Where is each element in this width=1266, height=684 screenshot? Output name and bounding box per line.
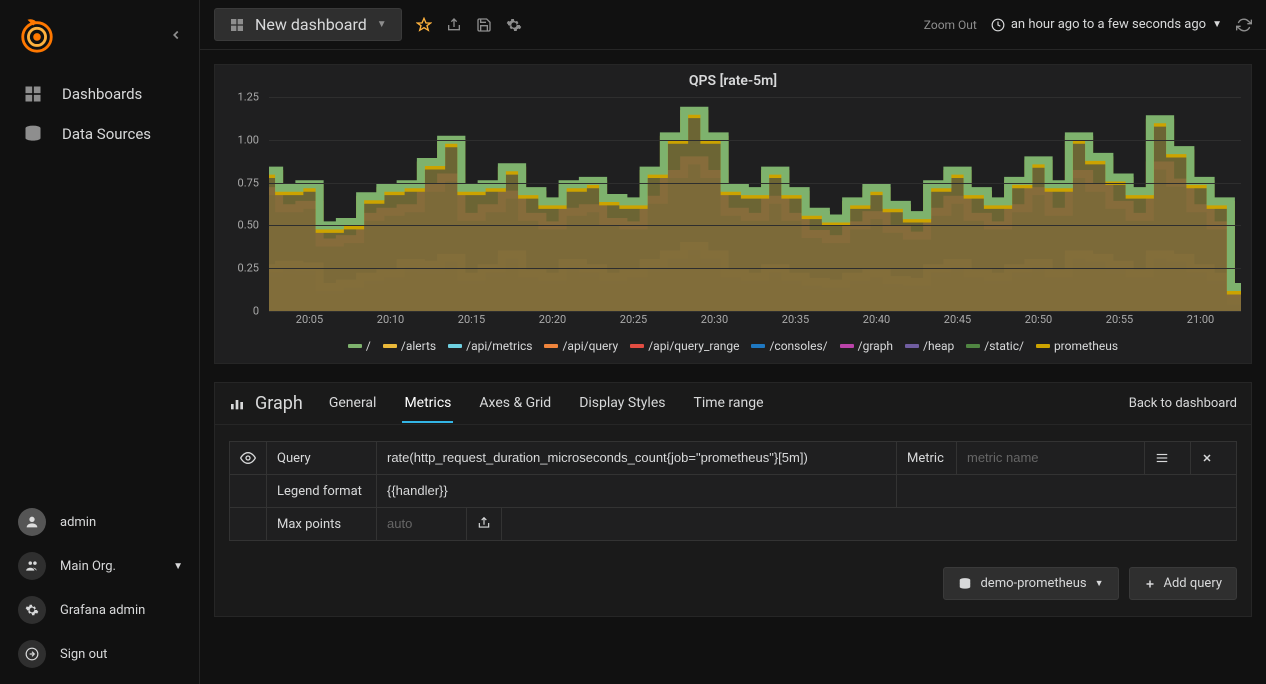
topbar: New dashboard ▼ Zoom Out an hour ago to … bbox=[200, 0, 1266, 50]
chart-panel: QPS [rate-5m] 00.250.500.751.001.25 20:0… bbox=[214, 64, 1252, 364]
legend-format-input[interactable] bbox=[387, 483, 886, 498]
chart-legend: / /alerts/api/metrics/api/query/api/query… bbox=[215, 333, 1251, 363]
grafana-logo-icon[interactable] bbox=[18, 16, 56, 54]
org-label: Main Org. bbox=[60, 559, 116, 574]
chart-y-axis: 00.250.500.751.001.25 bbox=[215, 93, 265, 311]
caret-down-icon: ▼ bbox=[377, 19, 387, 30]
legend-item[interactable]: /api/query bbox=[544, 339, 618, 353]
link-out-icon[interactable] bbox=[467, 508, 502, 540]
gear-icon bbox=[18, 596, 46, 624]
datasource-picker[interactable]: demo-prometheus ▼ bbox=[943, 567, 1118, 600]
user-label: admin bbox=[60, 515, 96, 530]
dashboard-picker[interactable]: New dashboard ▼ bbox=[214, 8, 402, 41]
legend-item[interactable]: /api/query_range bbox=[630, 339, 739, 353]
query-editor-table: Query Metric Legend format bbox=[229, 441, 1237, 541]
tab-display-styles[interactable]: Display Styles bbox=[577, 395, 667, 423]
delete-query-icon[interactable] bbox=[1191, 442, 1237, 475]
avatar-icon bbox=[18, 508, 46, 536]
caret-down-icon: ▼ bbox=[1212, 19, 1222, 30]
sidebar-label: Dashboards bbox=[62, 85, 142, 103]
sidebar-admin[interactable]: Grafana admin bbox=[0, 588, 199, 632]
tab-metrics[interactable]: Metrics bbox=[402, 395, 453, 423]
signout-label: Sign out bbox=[60, 647, 107, 662]
save-icon[interactable] bbox=[476, 17, 492, 33]
sidebar-signout[interactable]: Sign out bbox=[0, 632, 199, 676]
zoom-out-button[interactable]: Zoom Out bbox=[924, 18, 977, 32]
datasource-label: demo-prometheus bbox=[980, 576, 1086, 591]
admin-label: Grafana admin bbox=[60, 603, 145, 618]
sidebar-label: Data Sources bbox=[62, 125, 151, 143]
legend-item[interactable]: /api/metrics bbox=[448, 339, 532, 353]
collapse-sidebar-icon[interactable] bbox=[169, 28, 183, 42]
refresh-icon[interactable] bbox=[1236, 17, 1252, 33]
metric-input[interactable] bbox=[967, 450, 1134, 465]
time-label: an hour ago to a few seconds ago bbox=[1011, 17, 1206, 32]
dashboards-icon bbox=[22, 84, 44, 104]
back-to-dashboard-link[interactable]: Back to dashboard bbox=[1129, 396, 1237, 421]
sidebar-org[interactable]: Main Org. ▼ bbox=[0, 544, 199, 588]
org-icon bbox=[18, 552, 46, 580]
add-query-label: Add query bbox=[1164, 576, 1223, 591]
tab-time-range[interactable]: Time range bbox=[691, 395, 765, 423]
toggle-visibility-icon[interactable] bbox=[230, 442, 267, 475]
tab-axes-grid[interactable]: Axes & Grid bbox=[477, 395, 553, 423]
metric-label: Metric bbox=[897, 442, 957, 475]
signout-icon bbox=[18, 640, 46, 668]
sidebar-item-dashboards[interactable]: Dashboards bbox=[0, 74, 199, 114]
sidebar-item-datasources[interactable]: Data Sources bbox=[0, 114, 199, 154]
sidebar-user[interactable]: admin bbox=[0, 500, 199, 544]
caret-down-icon: ▼ bbox=[1095, 578, 1104, 589]
panel-type-label: Graph bbox=[229, 393, 303, 424]
settings-gear-icon[interactable] bbox=[506, 17, 522, 33]
query-label: Query bbox=[267, 442, 377, 475]
datasources-icon bbox=[22, 124, 44, 144]
tab-general[interactable]: General bbox=[327, 395, 379, 423]
add-query-button[interactable]: Add query bbox=[1129, 567, 1238, 600]
legend-item[interactable]: /alerts bbox=[383, 339, 436, 353]
dashboard-title: New dashboard bbox=[255, 15, 367, 34]
legend-item[interactable]: / bbox=[348, 339, 371, 353]
share-icon[interactable] bbox=[446, 17, 462, 33]
legend-item[interactable]: prometheus bbox=[1036, 339, 1118, 353]
query-input[interactable] bbox=[387, 450, 886, 465]
legend-item[interactable]: /static/ bbox=[966, 339, 1024, 353]
legend-item[interactable]: /consoles/ bbox=[751, 339, 827, 353]
caret-down-icon: ▼ bbox=[173, 561, 183, 572]
legend-item[interactable]: /graph bbox=[840, 339, 893, 353]
sidebar: Dashboards Data Sources admin Ma bbox=[0, 0, 200, 684]
time-range-picker[interactable]: an hour ago to a few seconds ago ▼ bbox=[991, 17, 1222, 32]
chart-title: QPS [rate-5m] bbox=[215, 65, 1251, 93]
maxpoints-input[interactable] bbox=[387, 516, 456, 531]
panel-editor: Graph General Metrics Axes & Grid Display S… bbox=[214, 382, 1252, 617]
star-icon[interactable] bbox=[416, 17, 432, 33]
legend-item[interactable]: /heap bbox=[905, 339, 954, 353]
legend-format-label: Legend format bbox=[267, 475, 377, 508]
maxpoints-label: Max points bbox=[267, 508, 377, 541]
chart-plot[interactable] bbox=[269, 97, 1241, 311]
chart-x-axis: 20:0520:1020:1520:2020:2520:3020:3520:40… bbox=[269, 313, 1241, 331]
menu-icon[interactable] bbox=[1145, 442, 1191, 475]
